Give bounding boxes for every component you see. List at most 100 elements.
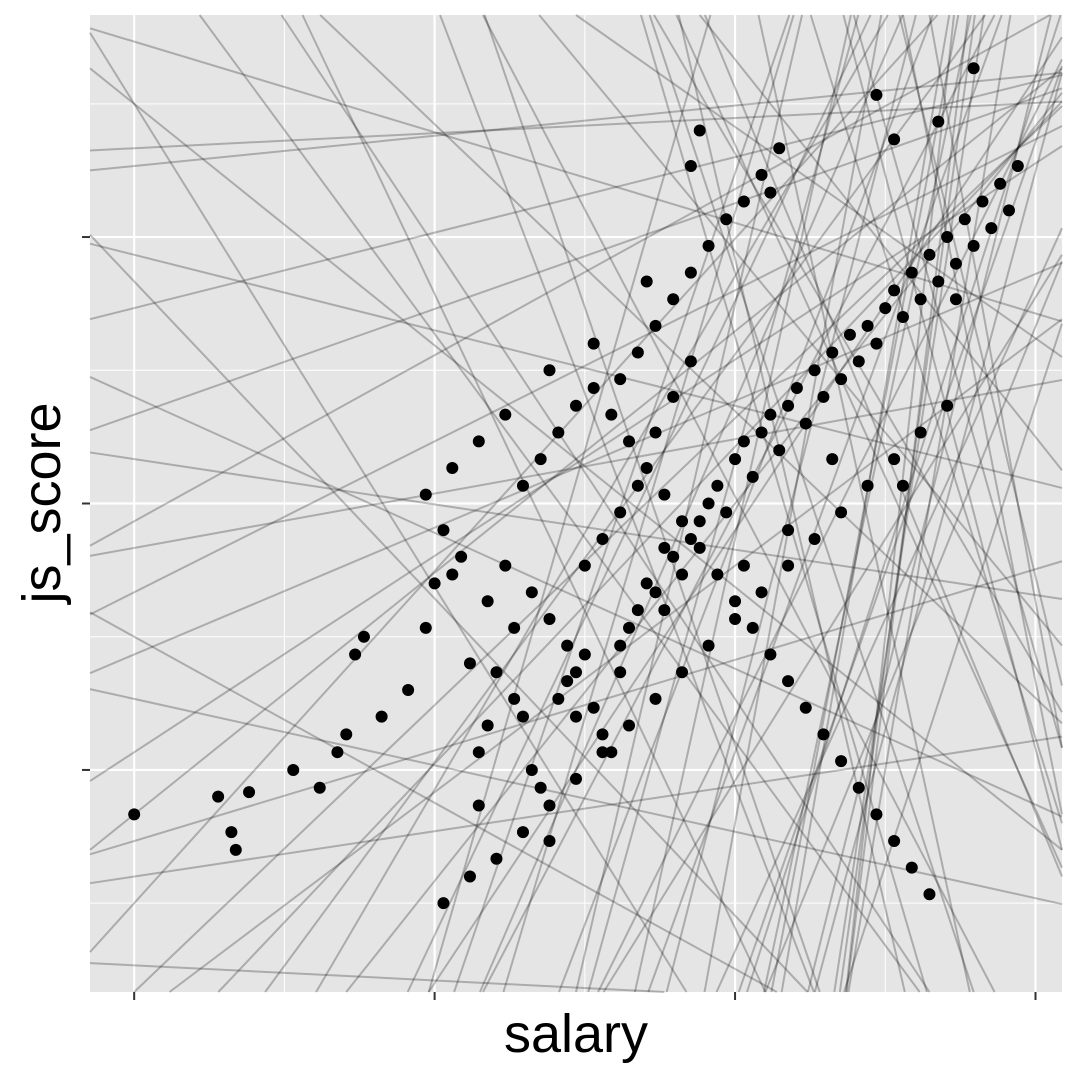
regression-line <box>845 14 970 993</box>
data-point <box>684 355 697 368</box>
data-point <box>702 239 715 252</box>
data-point <box>463 870 476 883</box>
data-point <box>782 559 795 572</box>
regression-line <box>757 14 971 993</box>
data-point <box>985 222 998 235</box>
regression-line <box>89 100 1063 152</box>
regression-line <box>89 688 1063 906</box>
regression-line <box>89 242 1063 489</box>
data-point <box>711 479 724 492</box>
regression-line <box>89 87 1063 432</box>
regression-line <box>838 14 976 993</box>
regression-line <box>89 735 1063 885</box>
data-point <box>455 550 468 563</box>
data-point <box>596 746 609 759</box>
data-point <box>623 719 636 732</box>
data-point <box>552 426 565 439</box>
data-point <box>472 746 485 759</box>
data-point <box>658 488 671 501</box>
regression-line <box>133 105 1063 993</box>
regression-line <box>89 560 1063 856</box>
data-point <box>649 426 662 439</box>
data-point <box>570 710 582 723</box>
data-point <box>614 639 627 652</box>
data-point <box>490 666 503 679</box>
data-point <box>534 453 547 466</box>
regression-line <box>453 14 791 993</box>
data-point <box>446 568 459 581</box>
data-point <box>349 648 362 661</box>
regression-line <box>842 14 1063 851</box>
data-point <box>543 835 556 848</box>
data-point <box>570 666 582 679</box>
regression-line <box>647 14 1003 993</box>
data-point <box>905 861 918 874</box>
regression-line <box>427 36 1063 993</box>
data-point <box>755 168 768 181</box>
data-point <box>446 461 459 474</box>
data-point <box>958 213 971 226</box>
regression-line <box>89 14 1051 547</box>
regression-line <box>483 14 821 993</box>
data-point <box>402 684 415 697</box>
regression-line <box>168 318 1063 993</box>
regression-line <box>597 58 1063 993</box>
data-point <box>587 701 600 714</box>
data-point <box>623 435 636 448</box>
data-point <box>764 186 777 199</box>
data-point <box>481 595 494 608</box>
data-point <box>287 763 300 776</box>
regression-line <box>715 227 1063 993</box>
axis-ticks <box>82 236 1037 1000</box>
data-point <box>720 506 733 519</box>
regression-line <box>482 14 996 993</box>
data-point <box>596 728 609 741</box>
data-point <box>914 293 927 306</box>
data-point <box>561 639 574 652</box>
regression-line <box>89 379 1063 557</box>
data-point <box>817 728 830 741</box>
regression-line <box>665 14 917 993</box>
data-point <box>525 763 538 776</box>
data-point <box>967 62 980 75</box>
regression-line <box>813 72 1063 993</box>
data-point <box>737 435 750 448</box>
regression-line <box>633 14 852 993</box>
regression-line <box>764 261 1063 993</box>
regression-line <box>737 65 1063 993</box>
regression-line <box>677 14 906 993</box>
data-point <box>508 621 521 634</box>
regression-line <box>502 14 795 993</box>
data-point <box>543 799 556 812</box>
regression-line <box>763 14 972 993</box>
data-point <box>508 692 521 705</box>
data-point <box>852 355 865 368</box>
data-point <box>782 524 795 537</box>
regression-line <box>538 14 1063 647</box>
data-point <box>941 399 954 412</box>
data-point <box>729 453 742 466</box>
data-point <box>623 621 636 634</box>
data-point <box>861 479 874 492</box>
data-point <box>340 728 353 741</box>
data-point <box>799 417 812 430</box>
regression-line <box>406 14 872 993</box>
data-point <box>932 275 945 288</box>
data-point <box>587 337 600 350</box>
regression-line <box>319 14 1063 725</box>
data-point <box>782 675 795 688</box>
data-point <box>490 852 503 865</box>
regression-line <box>439 14 815 993</box>
data-point <box>428 577 441 590</box>
data-point <box>516 710 529 723</box>
data-point <box>888 133 901 146</box>
regression-line <box>640 14 928 993</box>
regression-line <box>558 14 934 993</box>
regression-line <box>843 323 1063 993</box>
data-point <box>570 772 582 785</box>
data-point <box>1002 204 1015 217</box>
regression-line <box>845 14 955 993</box>
regression-line <box>587 14 860 993</box>
data-point <box>923 888 936 901</box>
data-point <box>605 408 618 421</box>
